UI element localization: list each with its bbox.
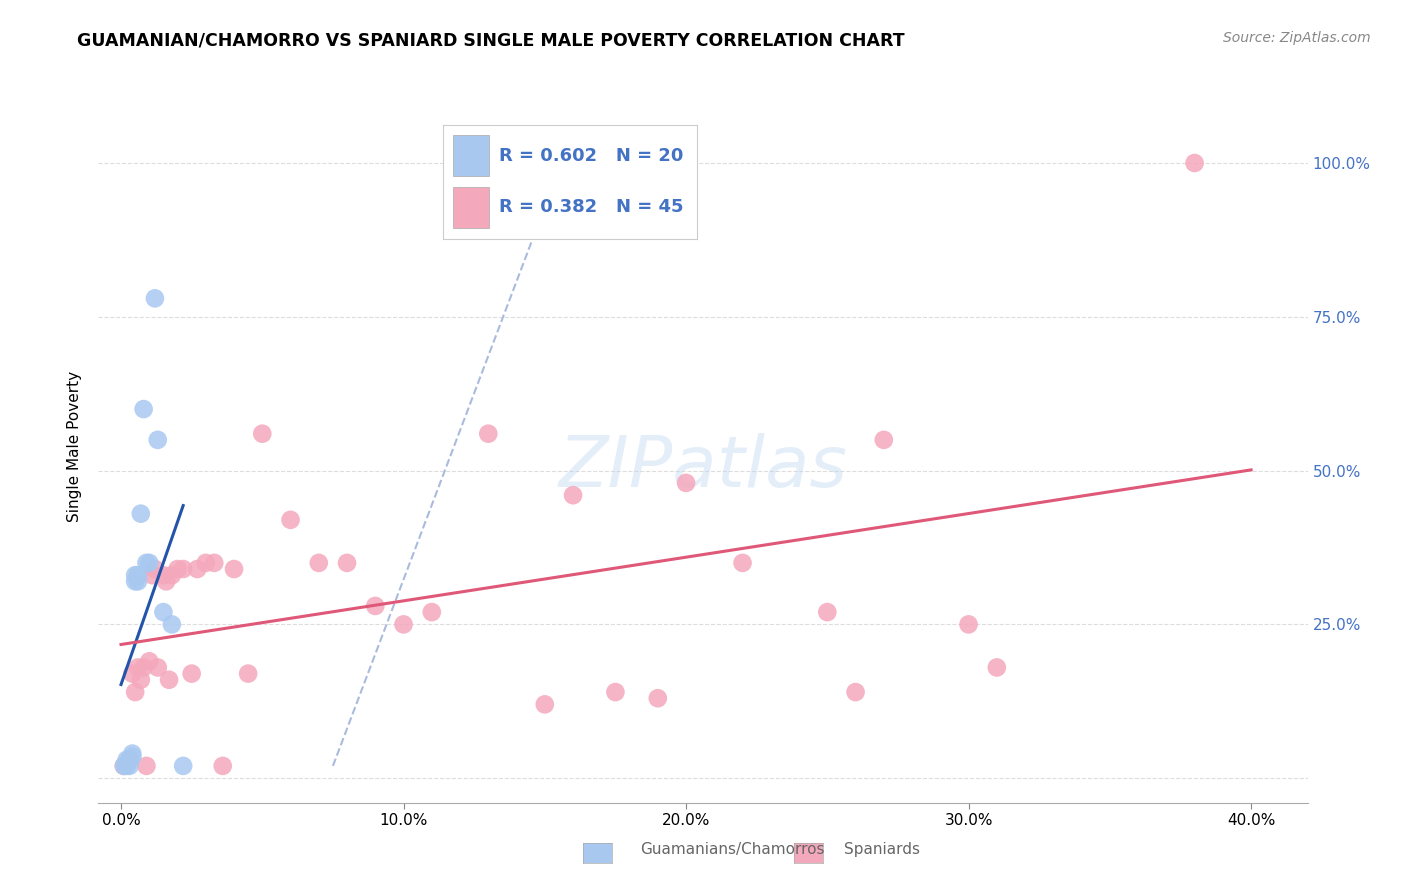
Point <box>124 685 146 699</box>
Point <box>957 617 980 632</box>
Point <box>180 666 202 681</box>
Point <box>146 433 169 447</box>
Point <box>115 759 138 773</box>
Text: GUAMANIAN/CHAMORRO VS SPANIARD SINGLE MALE POVERTY CORRELATION CHART: GUAMANIAN/CHAMORRO VS SPANIARD SINGLE MA… <box>77 31 905 49</box>
Point <box>152 568 174 582</box>
Point <box>675 475 697 490</box>
Text: Spaniards: Spaniards <box>844 842 920 856</box>
Point <box>121 749 143 764</box>
Point <box>129 673 152 687</box>
Point <box>129 507 152 521</box>
Point <box>121 666 143 681</box>
Point <box>1184 156 1206 170</box>
Point <box>172 759 194 773</box>
Point <box>172 562 194 576</box>
Point <box>118 753 141 767</box>
Point <box>477 426 499 441</box>
Point <box>143 562 166 576</box>
Point <box>132 402 155 417</box>
Point <box>127 574 149 589</box>
Point <box>135 759 157 773</box>
Point <box>124 568 146 582</box>
Point <box>986 660 1008 674</box>
Text: Guamanians/Chamorros: Guamanians/Chamorros <box>640 842 824 856</box>
Point <box>202 556 225 570</box>
Point <box>112 759 135 773</box>
Point <box>194 556 217 570</box>
Point <box>222 562 245 576</box>
Point <box>160 568 183 582</box>
Point <box>280 513 302 527</box>
Point <box>132 660 155 674</box>
Point <box>845 685 868 699</box>
Point <box>118 759 141 773</box>
Point <box>112 759 135 773</box>
Point <box>152 605 174 619</box>
Point <box>392 617 415 632</box>
Text: Source: ZipAtlas.com: Source: ZipAtlas.com <box>1223 31 1371 45</box>
Point <box>118 753 141 767</box>
Point <box>815 605 838 619</box>
Point <box>155 574 177 589</box>
Point <box>166 562 188 576</box>
Point <box>127 568 149 582</box>
Point <box>186 562 208 576</box>
Point <box>146 660 169 674</box>
Point <box>127 660 149 674</box>
Point <box>138 556 160 570</box>
Point <box>121 747 143 761</box>
Point <box>135 556 157 570</box>
Point <box>731 556 754 570</box>
Text: ZIPatlas: ZIPatlas <box>558 433 848 502</box>
Point <box>124 574 146 589</box>
Point <box>143 291 166 305</box>
Point <box>308 556 330 570</box>
Point <box>252 426 274 441</box>
Point <box>138 654 160 668</box>
Point <box>647 691 669 706</box>
Point <box>236 666 259 681</box>
Point <box>141 568 163 582</box>
Point <box>115 753 138 767</box>
Point <box>873 433 896 447</box>
Point <box>533 698 555 712</box>
Point <box>562 488 585 502</box>
Point <box>605 685 627 699</box>
Point <box>336 556 359 570</box>
Point <box>157 673 180 687</box>
Point <box>420 605 443 619</box>
Point <box>364 599 387 613</box>
Point <box>160 617 183 632</box>
Point <box>211 759 233 773</box>
Y-axis label: Single Male Poverty: Single Male Poverty <box>67 370 83 522</box>
